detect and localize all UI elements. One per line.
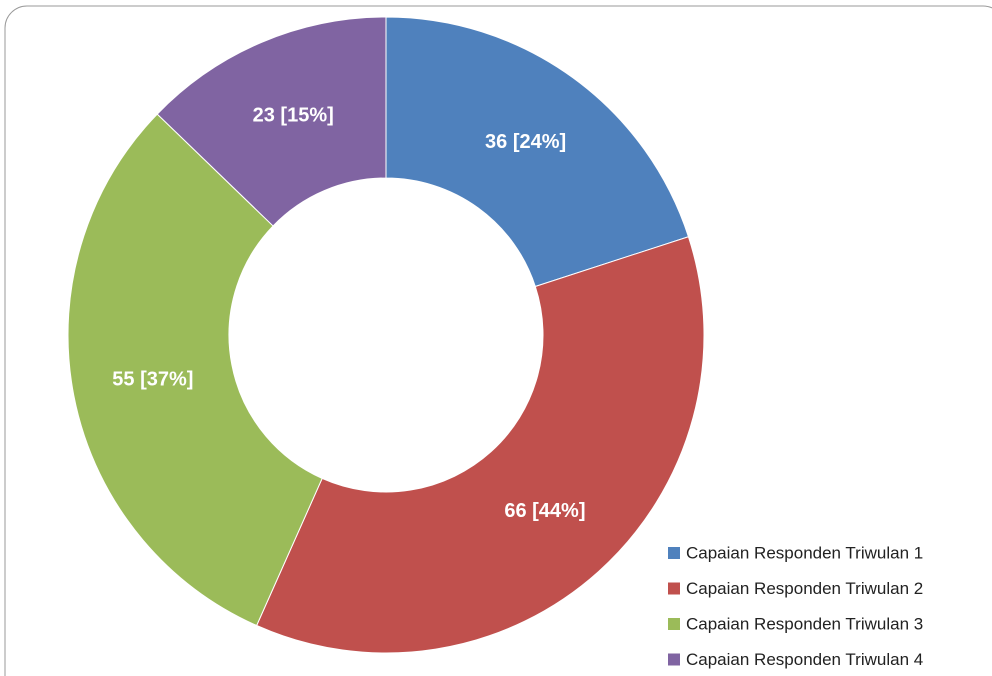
legend-swatch xyxy=(668,547,680,559)
legend-label: Capaian Responden Triwulan 1 xyxy=(686,543,923,562)
data-label: 23 [15%] xyxy=(253,105,334,127)
donut-slice xyxy=(156,16,387,227)
legend-label: Capaian Responden Triwulan 2 xyxy=(686,579,923,598)
legend-swatch xyxy=(668,618,680,630)
legend-swatch xyxy=(668,582,680,595)
legend-swatch xyxy=(668,653,680,666)
legend-label: Capaian Responden Triwulan 3 xyxy=(686,614,923,633)
donut-slice xyxy=(255,236,705,654)
legend-label: Capaian Responden Triwulan 4 xyxy=(686,650,923,669)
data-label: 36 [24%] xyxy=(485,131,566,153)
donut-slice xyxy=(385,16,690,288)
donut-slice xyxy=(67,113,323,627)
data-label: 66 [44%] xyxy=(504,500,585,522)
data-label: 55 [37%] xyxy=(112,369,193,391)
